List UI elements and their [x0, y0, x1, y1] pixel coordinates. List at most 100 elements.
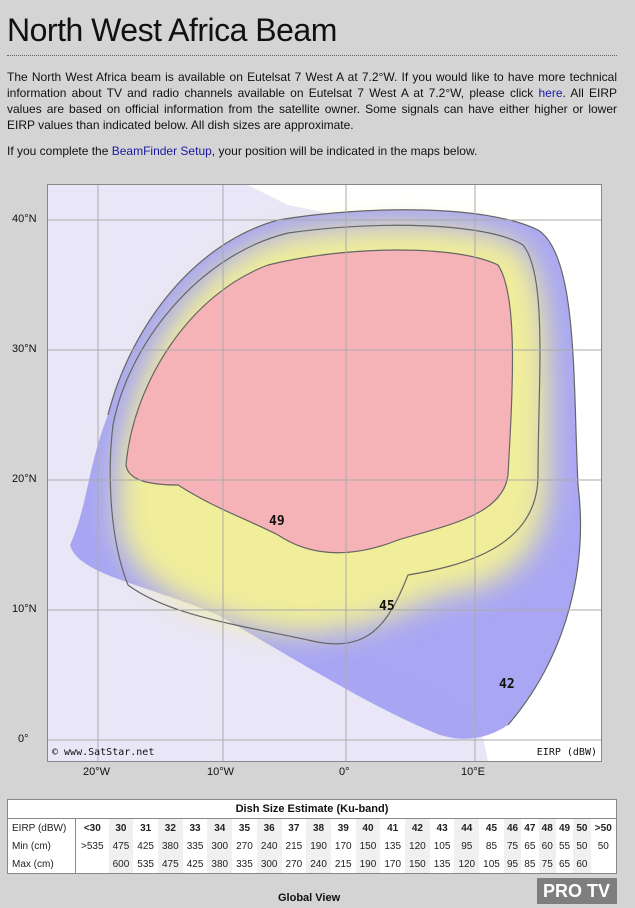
intro-text-2: . All EIRP values are based on official … — [7, 86, 617, 132]
table-cell: 40 — [355, 818, 381, 837]
table-cell: 190 — [355, 855, 381, 874]
table-cell: 44 — [454, 818, 480, 837]
table-cell: 120 — [405, 837, 430, 855]
intro-text: The North West Africa beam is available … — [7, 69, 617, 133]
table-cell: 43 — [436, 822, 448, 834]
table-cell: 300 — [207, 837, 233, 855]
lon-label: 0° — [339, 766, 350, 778]
table-cell: 85 — [524, 858, 536, 870]
table-title: Dish Size Estimate (Ku-band) — [7, 799, 617, 819]
table-cell: 105 — [433, 840, 451, 852]
table-cell: 38 — [306, 818, 331, 837]
table-cell: 190 — [306, 837, 331, 855]
page-title: North West Africa Beam — [7, 12, 337, 48]
table-cell: 300 — [256, 855, 282, 874]
table-cell: 85 — [485, 840, 498, 852]
table-cell: 39 — [337, 822, 349, 834]
table-cell: 535 — [137, 858, 154, 870]
table-cell: 380 — [158, 837, 183, 855]
table-cell: 35 — [238, 822, 251, 834]
table-cell: 49 — [558, 822, 571, 834]
beamfinder-text: If you complete the BeamFinder Setup, yo… — [7, 143, 617, 159]
contour-42 — [107, 209, 582, 726]
contour-label-42: 42 — [499, 677, 515, 692]
table-cell: <30 — [83, 822, 101, 834]
map-credit: © www.SatStar.net — [52, 747, 155, 758]
table-cell — [76, 855, 109, 874]
table-cell: 240 — [306, 855, 331, 874]
contour-45 — [109, 224, 541, 645]
table-cell: 270 — [236, 840, 253, 852]
table-cell: 215 — [285, 840, 303, 852]
contour-lines — [107, 209, 582, 726]
contour-label-49: 49 — [269, 514, 285, 529]
contour-49 — [125, 249, 514, 554]
table-row: EIRP (dBW) <30 30 31 32 33 34 35 36 37 38 39 40 41 42 4… — [7, 818, 617, 837]
table-cell: 45 — [485, 822, 498, 834]
lon-label: 20°W — [83, 766, 111, 778]
table-cell: 47 — [524, 822, 536, 834]
table-cell: 425 — [137, 840, 154, 852]
title-divider — [7, 55, 617, 56]
table-cell: >50 — [594, 822, 612, 834]
here-link[interactable]: here — [538, 86, 563, 100]
intro-block: The North West Africa beam is available … — [7, 69, 617, 169]
table-cell: 60 — [538, 837, 556, 855]
table-row: Max (cm) 600 535 475 425 380 335 300 270 240 215 19… — [7, 855, 617, 874]
table-cell: 50 — [573, 837, 591, 855]
table-cell: 105 — [483, 858, 500, 870]
lat-label: 30°N — [12, 343, 37, 355]
table-cell: 120 — [454, 855, 480, 874]
table-row: Min (cm) >535 475 425 380 335 300 270 240 215 190 1… — [7, 837, 617, 855]
beam-map: 49 45 42 © www.SatStar.net EIRP (dBW) — [47, 184, 602, 762]
below-table: Global View PRO TV — [7, 878, 617, 908]
intro-text-1: The North West Africa beam is available … — [7, 70, 617, 100]
dish-size-table: Dish Size Estimate (Ku-band) EIRP (dBW) <… — [7, 799, 617, 874]
table-cell: 32 — [158, 818, 183, 837]
lat-label: 40°N — [12, 213, 37, 225]
table-cell: 34 — [207, 818, 233, 837]
lon-label: 10°E — [461, 766, 485, 778]
table-cell: 48 — [538, 818, 556, 837]
table-cell: >535 — [81, 840, 104, 852]
table-cell — [591, 855, 617, 874]
beamfinder-text-1: If you complete the — [7, 144, 112, 158]
lat-label: 0° — [18, 733, 29, 745]
table-cell: 30 — [108, 818, 134, 837]
table-cell: 95 — [454, 837, 480, 855]
table-cell: 41 — [387, 822, 399, 834]
table-cell: 170 — [334, 840, 352, 852]
lat-label: 20°N — [12, 473, 37, 485]
beamfinder-text-2: , your position will be indicated in the… — [211, 144, 478, 158]
table-cell: 215 — [334, 858, 352, 870]
beamfinder-setup-link[interactable]: BeamFinder Setup — [111, 144, 212, 158]
table-cell: 135 — [433, 858, 451, 870]
table-cell: 95 — [503, 855, 522, 874]
table-cell: 42 — [405, 818, 430, 837]
row-header: Max (cm) — [7, 855, 76, 874]
table-cell: 65 — [558, 858, 571, 870]
table-cell: 46 — [503, 818, 522, 837]
table-cell: 335 — [186, 840, 204, 852]
table-cell: 135 — [384, 840, 402, 852]
lon-label: 10°W — [207, 766, 235, 778]
contour-label-45: 45 — [379, 599, 395, 614]
table-cell: 60 — [573, 855, 591, 874]
global-view-heading: Global View — [278, 892, 341, 904]
table-cell: 475 — [108, 837, 134, 855]
table-cell: 55 — [558, 840, 571, 852]
table-cell: 240 — [256, 837, 282, 855]
beam-map-graphic — [48, 185, 601, 761]
watermark-logo: PRO TV — [537, 878, 617, 904]
table-cell: 270 — [285, 858, 303, 870]
table-cell: 380 — [207, 855, 233, 874]
row-header: EIRP (dBW) — [7, 818, 76, 837]
table-cell: 335 — [236, 858, 253, 870]
map-unit: EIRP (dBW) — [536, 747, 597, 758]
table-cell: 75 — [503, 837, 522, 855]
row-header: Min (cm) — [7, 837, 76, 855]
table-cell: 33 — [189, 822, 201, 834]
grid-lines — [48, 185, 601, 761]
table-cell: 170 — [384, 858, 402, 870]
table-cell: 37 — [288, 822, 300, 834]
